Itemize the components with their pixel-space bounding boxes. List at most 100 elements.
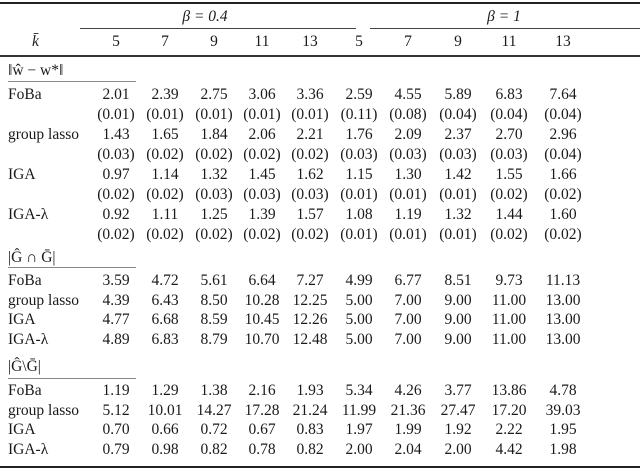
value-cell: 0.92 — [102, 206, 130, 223]
value-cell: 3.06 — [248, 86, 276, 103]
value-cell: 17.20 — [491, 401, 527, 419]
std-error-cell: (0.01) — [243, 106, 281, 123]
value-cell: 4.55 — [394, 86, 422, 103]
beta-1-header: β = 1 — [487, 8, 521, 25]
std-error-cell: (0.04) — [439, 106, 477, 123]
std-error-cell: (0.03) — [243, 186, 281, 203]
value-cell: 8.59 — [200, 311, 228, 328]
value-cell: 10.28 — [244, 291, 280, 309]
value-cell: 1.99 — [394, 421, 422, 438]
std-error-cell: (0.08) — [389, 106, 427, 123]
value-cell: 1.57 — [296, 206, 324, 223]
std-error-cell: (0.02) — [97, 226, 135, 243]
std-error-cell: (0.01) — [146, 106, 184, 123]
std-error-cell: (0.02) — [544, 226, 582, 243]
value-cell: 1.25 — [200, 206, 228, 223]
value-cell: 1.08 — [345, 206, 373, 223]
value-cell: 1.29 — [151, 382, 179, 399]
section-label-rule — [8, 378, 136, 379]
value-cell: 12.48 — [292, 330, 328, 348]
value-cell: 2.22 — [495, 421, 523, 438]
method-label: FoBa — [8, 272, 42, 289]
std-error-cell: (0.01) — [195, 106, 233, 123]
std-error-cell: (0.02) — [291, 146, 329, 163]
method-label: IGA-λ — [8, 440, 49, 458]
value-cell: 7.00 — [394, 291, 422, 309]
value-cell: 2.04 — [394, 440, 422, 458]
std-error-cell: (0.02) — [146, 226, 184, 243]
value-cell: 0.97 — [102, 166, 130, 183]
std-error-cell: (0.03) — [97, 146, 135, 163]
value-cell: 21.24 — [292, 401, 328, 419]
std-error-cell: (0.03) — [340, 146, 378, 163]
std-error-cell: (0.02) — [146, 186, 184, 203]
value-cell: 1.42 — [444, 166, 472, 183]
method-label: IGA — [8, 311, 36, 328]
value-cell: 8.79 — [200, 330, 228, 348]
value-cell: 0.70 — [102, 421, 130, 438]
value-cell: 1.95 — [549, 421, 577, 438]
value-cell: 1.60 — [549, 206, 577, 223]
std-error-cell: (0.03) — [389, 146, 427, 163]
value-cell: 7.27 — [296, 272, 324, 289]
value-cell: 10.45 — [244, 311, 280, 328]
k-col-header: 5 — [355, 33, 363, 50]
section-label: |Ĝ\Ḡ| — [8, 358, 41, 375]
value-cell: 17.28 — [244, 401, 280, 419]
value-cell: 0.83 — [296, 421, 324, 438]
value-cell: 1.38 — [200, 382, 228, 399]
value-cell: 13.00 — [545, 291, 581, 309]
value-cell: 10.70 — [244, 330, 280, 348]
value-cell: 0.67 — [248, 421, 276, 438]
value-cell: 1.32 — [444, 206, 472, 223]
value-cell: 4.78 — [549, 382, 577, 399]
std-error-cell: (0.02) — [544, 186, 582, 203]
value-cell: 0.78 — [248, 440, 276, 458]
value-cell: 2.75 — [200, 86, 228, 103]
k-col-header: 5 — [112, 33, 120, 50]
k-col-header: 9 — [210, 33, 218, 50]
value-cell: 2.70 — [495, 126, 523, 143]
value-cell: 0.98 — [151, 440, 179, 458]
std-error-cell: (0.04) — [544, 106, 582, 123]
value-cell: 0.72 — [200, 421, 228, 438]
value-cell: 1.14 — [151, 166, 179, 183]
value-cell: 0.82 — [200, 440, 228, 458]
value-cell: 1.66 — [549, 166, 577, 183]
value-cell: 6.77 — [394, 272, 422, 289]
value-cell: 5.89 — [444, 86, 472, 103]
value-cell: 9.00 — [444, 311, 472, 328]
k-col-header: 13 — [555, 33, 571, 50]
std-error-cell: (0.03) — [291, 186, 329, 203]
value-cell: 2.00 — [345, 440, 373, 458]
value-cell: 4.39 — [102, 291, 130, 309]
value-cell: 2.37 — [444, 126, 472, 143]
value-cell: 1.30 — [394, 166, 422, 183]
value-cell: 2.39 — [151, 86, 179, 103]
value-cell: 1.55 — [495, 166, 523, 183]
beta-1-cmidrule — [370, 28, 640, 29]
value-cell: 1.15 — [345, 166, 373, 183]
value-cell: 1.84 — [200, 126, 228, 143]
std-error-cell: (0.02) — [490, 186, 528, 203]
section-label: |Ĝ ∩ Ḡ| — [8, 249, 56, 266]
value-cell: 6.68 — [151, 311, 179, 328]
value-cell: 9.00 — [444, 330, 472, 348]
std-error-cell: (0.01) — [340, 226, 378, 243]
value-cell: 9.73 — [495, 272, 523, 289]
value-cell: 4.99 — [345, 272, 373, 289]
value-cell: 4.77 — [102, 311, 130, 328]
value-cell: 27.47 — [440, 401, 476, 419]
std-error-cell: (0.04) — [544, 146, 582, 163]
value-cell: 13.00 — [545, 311, 581, 328]
value-cell: 13.00 — [545, 330, 581, 348]
value-cell: 7.00 — [394, 330, 422, 348]
method-label: FoBa — [8, 86, 42, 103]
std-error-cell: (0.03) — [195, 186, 233, 203]
value-cell: 13.86 — [491, 382, 527, 399]
value-cell: 5.12 — [102, 401, 130, 419]
value-cell: 11.00 — [491, 291, 527, 309]
std-error-cell: (0.01) — [340, 186, 378, 203]
value-cell: 1.97 — [345, 421, 373, 438]
value-cell: 9.00 — [444, 291, 472, 309]
